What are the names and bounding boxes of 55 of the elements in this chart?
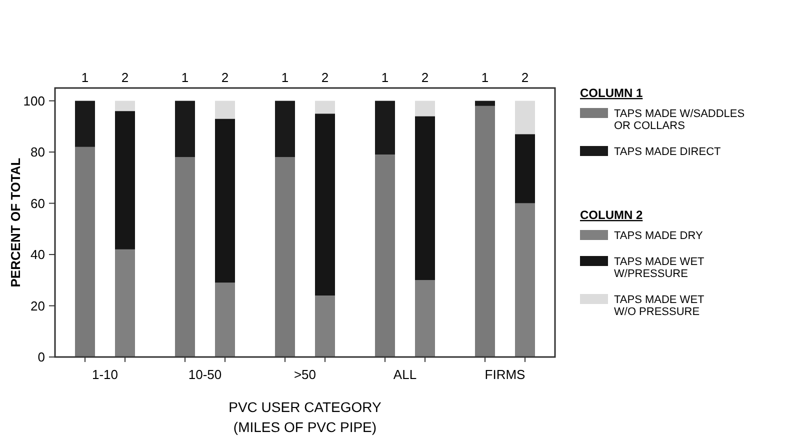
text: COLUMN 1 <box>580 86 643 100</box>
bar <box>115 100 135 112</box>
text: 10-50 <box>188 367 222 382</box>
y-tick-label: 20 <box>30 298 45 314</box>
y-tick-label: 40 <box>30 247 45 262</box>
bar <box>515 203 535 357</box>
x-tick-label: 1 <box>181 70 189 85</box>
bar <box>515 134 535 204</box>
bar <box>175 157 195 357</box>
y-tick-label: 80 <box>30 144 45 160</box>
bar <box>415 116 435 280</box>
x-axis-title: PVC USER CATEGORY (MILES OF PVC PIPE) <box>228 399 382 435</box>
bar <box>75 146 95 357</box>
legend-label: TAPS MADE W/SADDLES OR COLLARS <box>614 108 745 132</box>
x-tick-label: 2 <box>221 70 229 85</box>
y-tick-label: 100 <box>23 93 45 108</box>
x-tick-label: 1 <box>281 70 289 85</box>
legend-label: TAPS MADE WET W/O PRESSURE <box>614 294 705 318</box>
text: >50 <box>294 367 316 382</box>
text: 1-10 <box>92 367 118 382</box>
bar <box>375 154 395 357</box>
bar <box>175 100 195 158</box>
bar <box>115 111 135 250</box>
bar <box>275 157 295 357</box>
y-tick-label: 0 <box>38 350 45 365</box>
y-axis-title: PERCENT OF TOTAL <box>8 158 23 288</box>
x-tick-label: 1 <box>81 70 89 85</box>
x-tick-label: 2 <box>421 70 429 85</box>
bar <box>215 282 235 357</box>
y-tick-label: 60 <box>30 196 45 211</box>
bar <box>475 106 495 357</box>
bar <box>315 100 335 114</box>
x-tick-label: 2 <box>321 70 329 85</box>
x-tick-label: 2 <box>521 70 529 85</box>
bar <box>275 100 295 158</box>
bar <box>415 100 435 116</box>
bar <box>115 249 135 357</box>
bar <box>315 296 335 357</box>
text: COLUMN 2 <box>580 208 643 222</box>
bar <box>215 100 235 119</box>
bar <box>75 100 95 147</box>
bar <box>515 100 535 134</box>
bar <box>475 100 495 106</box>
bar <box>415 280 435 357</box>
bar <box>375 100 395 155</box>
legend-label: TAPS MADE DRY <box>614 230 704 242</box>
legend-label: TAPS MADE DIRECT <box>614 146 722 158</box>
x-tick-label: 2 <box>121 70 129 85</box>
text: FIRMS <box>484 367 526 382</box>
legend-label: TAPS MADE WET W/PRESSURE <box>614 256 705 280</box>
text: ALL <box>393 367 417 382</box>
bar <box>315 114 335 296</box>
x-tick-label: 1 <box>481 70 489 85</box>
bar <box>215 118 235 283</box>
x-tick-label: 1 <box>381 70 389 85</box>
